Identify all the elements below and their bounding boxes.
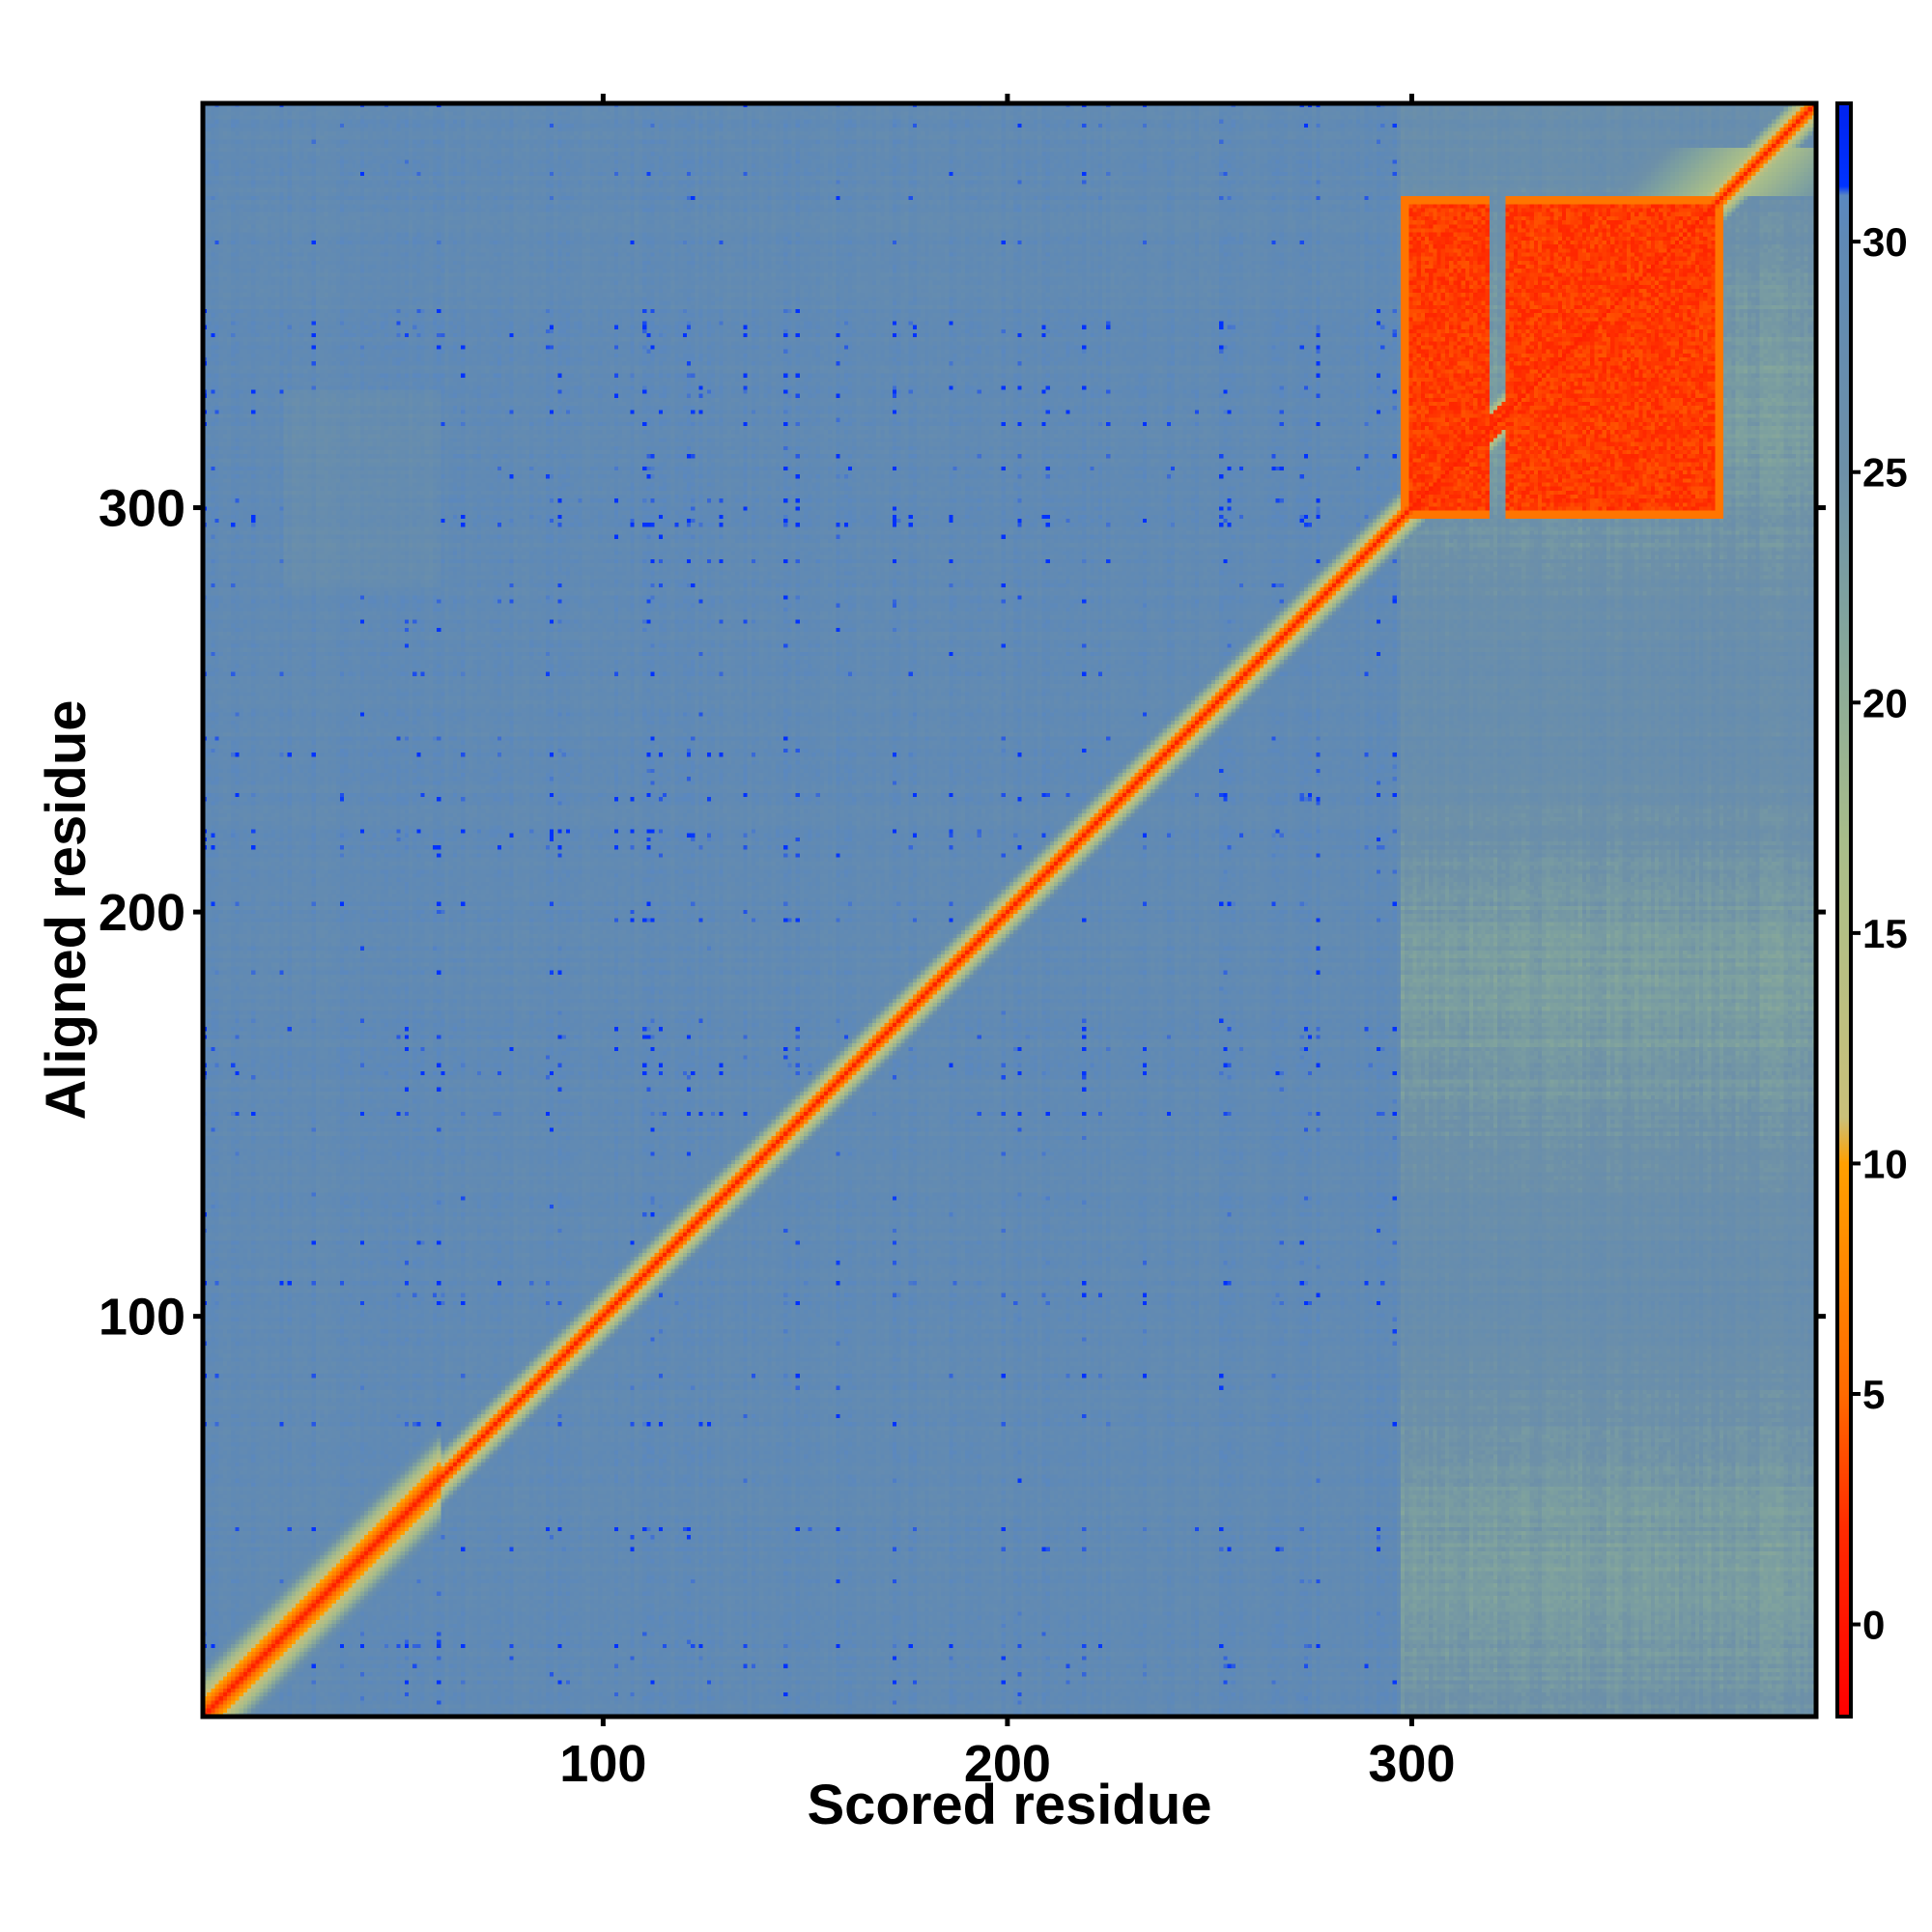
colorbar-tick-label: 0 (1862, 1603, 1885, 1648)
colorbar-ticks: 0 5 10 15 20 25 30 (1851, 219, 1908, 1648)
colorbar (1837, 103, 1851, 1717)
x-axis-ticks: 100 200 300 (559, 94, 1456, 1793)
colorbar-tick-label: 5 (1862, 1372, 1885, 1417)
heatmap-cells (203, 103, 1816, 1717)
y-axis-title: Aligned residue (35, 699, 98, 1120)
x-tick-label: 100 (559, 1735, 646, 1793)
y-tick-label: 200 (99, 884, 185, 942)
y-tick-label: 100 (99, 1289, 185, 1347)
x-tick-label: 200 (964, 1735, 1051, 1793)
colorbar-frame (1835, 101, 1853, 1719)
colorbar-tick-label: 10 (1862, 1141, 1908, 1186)
y-tick-label: 300 (99, 480, 185, 538)
colorbar-tick-label: 15 (1862, 911, 1908, 956)
colorbar-tick-label: 25 (1862, 450, 1908, 496)
x-tick-label: 300 (1368, 1735, 1455, 1793)
colorbar-tick-label: 20 (1862, 680, 1908, 725)
colorbar-tick-label: 30 (1862, 219, 1908, 265)
y-axis-ticks: 100 200 300 (99, 480, 1826, 1347)
x-axis-title: Scored residue (807, 1774, 1211, 1836)
